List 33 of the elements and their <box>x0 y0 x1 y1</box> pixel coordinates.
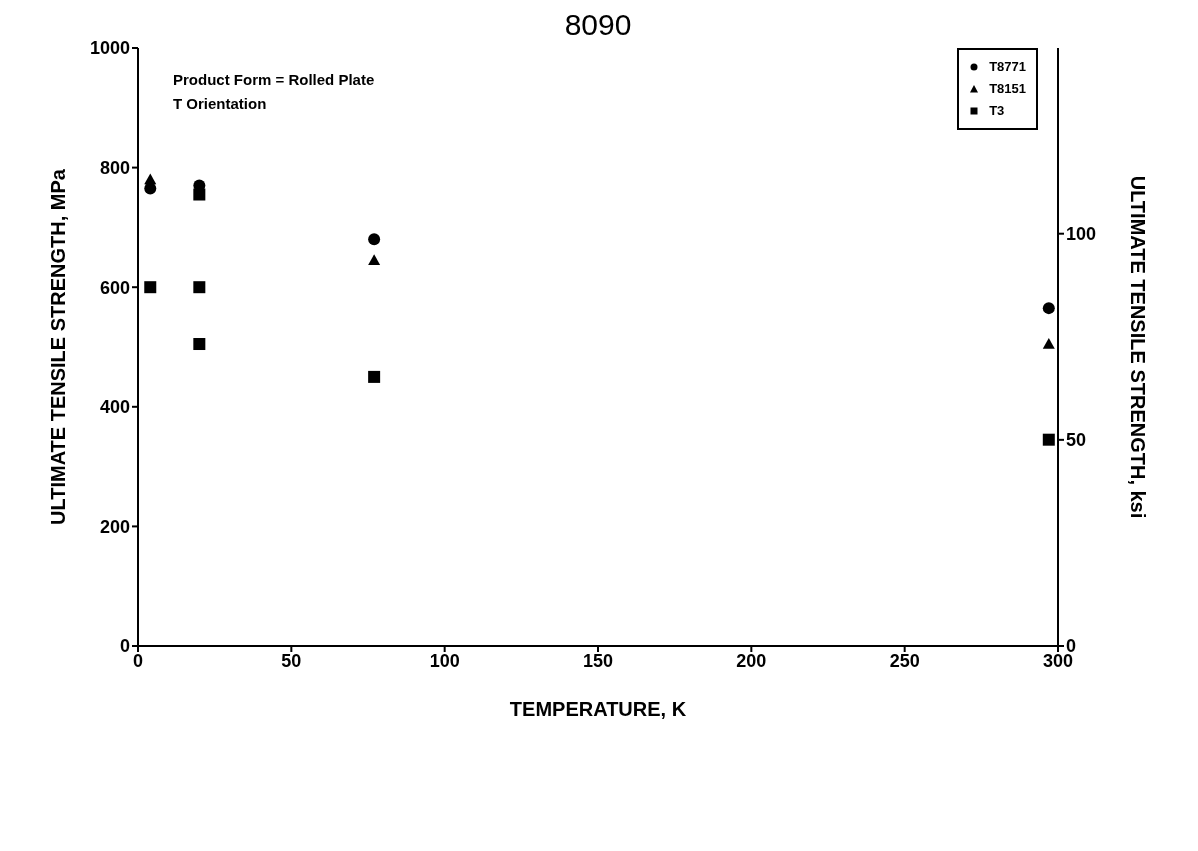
x-tick-label: 0 <box>132 650 144 671</box>
x-tick-label: 150 <box>582 650 614 671</box>
y-tick-label: 200 <box>99 516 130 537</box>
point <box>144 281 157 294</box>
x-tick-label: 250 <box>889 650 920 671</box>
legend-label: T8771 <box>989 58 1026 76</box>
chart-title: 8090 <box>564 8 632 41</box>
y-tick-label: 0 <box>119 636 130 657</box>
legend-label: T3 <box>989 102 1005 120</box>
point <box>368 370 381 383</box>
point <box>1042 433 1055 446</box>
y2-axis-title: ULTIMATE TENSILE STRENGTH, ksi <box>1126 175 1149 519</box>
y2-tick-label: 50 <box>1066 430 1087 451</box>
point <box>1042 302 1055 315</box>
y-tick-label: 1000 <box>89 38 130 59</box>
point <box>1042 338 1055 349</box>
point <box>193 281 206 294</box>
y-axis-title: ULTIMATE TENSILE STRENGTH, MPa <box>47 168 70 525</box>
point <box>144 173 157 185</box>
y2-tick-label: 100 <box>1066 224 1097 245</box>
y-tick-label: 600 <box>99 277 130 298</box>
point <box>368 233 381 246</box>
point <box>193 188 206 201</box>
notes: Product Form = Rolled Plate T Orientation <box>173 70 375 114</box>
x-tick-label: 100 <box>429 650 460 671</box>
x-axis-title: TEMPERATURE, K <box>509 698 687 720</box>
point <box>368 254 381 266</box>
x-tick-label: 200 <box>736 650 767 671</box>
legend-label: T8151 <box>989 80 1026 98</box>
x-tick-label: 50 <box>281 650 302 671</box>
point <box>193 338 206 351</box>
y-tick-label: 800 <box>99 157 130 178</box>
y-tick-label: 400 <box>99 397 130 418</box>
